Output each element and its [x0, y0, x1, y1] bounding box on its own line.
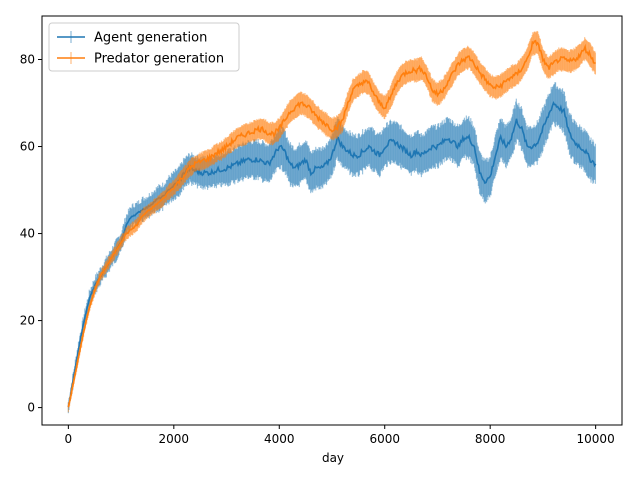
x-tick-label: 0 — [65, 432, 73, 446]
y-tick-label: 80 — [20, 53, 35, 67]
y-tick-label: 20 — [20, 314, 35, 328]
series-predator — [67, 30, 597, 413]
y-tick-label: 40 — [20, 227, 35, 241]
y-tick-label: 0 — [27, 401, 35, 415]
x-tick-label: 2000 — [159, 432, 190, 446]
x-tick-label: 6000 — [369, 432, 400, 446]
x-tick-label: 4000 — [264, 432, 295, 446]
x-tick-label: 8000 — [475, 432, 506, 446]
x-tick-label: 10000 — [577, 432, 615, 446]
y-tick-label: 60 — [20, 140, 35, 154]
axes: 0 2000 4000 6000 8000 10000 0 20 40 60 80 — [20, 15, 623, 446]
plot-area — [67, 30, 597, 414]
plot-frame — [41, 15, 623, 426]
series-line — [67, 101, 597, 408]
legend-box — [48, 22, 240, 72]
series-agent — [67, 82, 597, 414]
x-axis-label: day — [322, 451, 344, 465]
legend: Agent generation Predator generation — [48, 22, 240, 72]
legend-label: Agent generation — [94, 31, 207, 46]
series-group — [67, 30, 597, 414]
series-line — [67, 39, 596, 408]
legend-label: Predator generation — [94, 52, 224, 67]
